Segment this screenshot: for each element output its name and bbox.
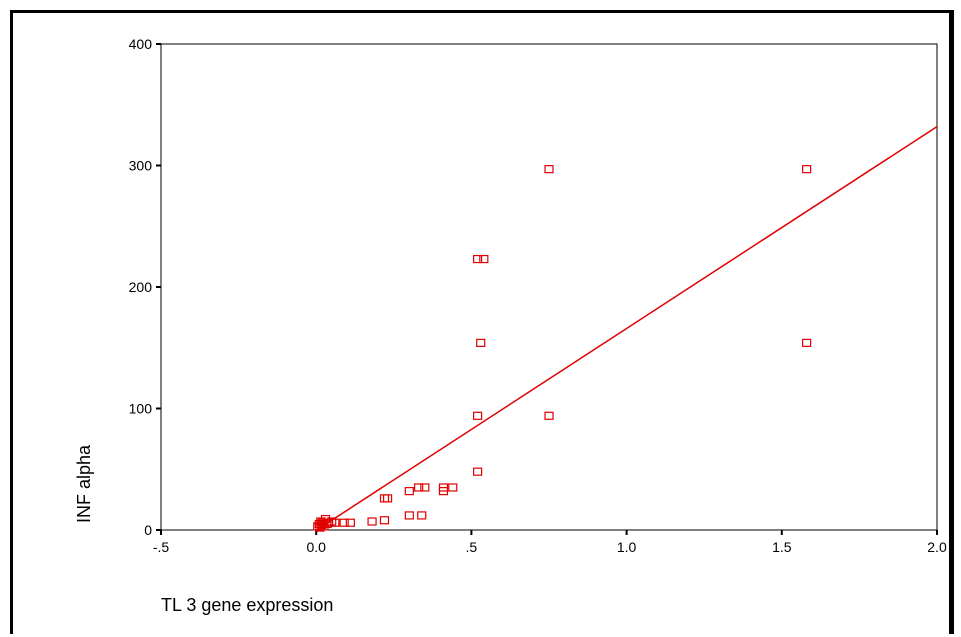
y-tick-label: 200 <box>129 279 153 295</box>
plot-area <box>160 43 938 531</box>
scatter-point <box>414 483 424 492</box>
scatter-point <box>473 254 483 264</box>
scatter-point <box>345 518 355 527</box>
x-tick-label: .5 <box>466 539 478 555</box>
scatter-point <box>339 518 349 527</box>
y-tick-label: 0 <box>144 522 152 538</box>
scatter-point <box>417 511 427 520</box>
scatter-point <box>379 516 390 525</box>
scatter-point <box>802 338 812 347</box>
scatter-point <box>379 494 390 503</box>
scatter-point <box>330 518 340 527</box>
data-points <box>313 165 812 532</box>
scatter-point <box>479 254 489 264</box>
x-axis-label: TL 3 gene expression <box>161 595 333 615</box>
x-axis: -.5 0.0 .5 1.0 1.5 2.0 <box>153 530 947 555</box>
x-tick-label: 0.0 <box>306 539 326 555</box>
scatter-point <box>438 483 449 492</box>
scatter-point <box>802 165 812 174</box>
x-tick-label: 2.0 <box>927 539 947 555</box>
x-tick-label: 1.0 <box>617 539 637 555</box>
scatter-point <box>404 511 414 520</box>
scatter-point <box>324 518 334 527</box>
scatter-point <box>420 483 430 492</box>
scatter-point <box>367 517 377 526</box>
x-tick-label: 1.5 <box>772 539 792 555</box>
x-tick-label: -.5 <box>153 539 170 555</box>
scatter-point <box>473 411 483 420</box>
y-tick-label: 400 <box>129 36 153 52</box>
scatter-point <box>476 338 486 347</box>
y-axis-label: INF alpha <box>74 444 94 523</box>
scatter-point <box>404 487 414 496</box>
scatter-point <box>473 467 483 476</box>
y-tick-label: 100 <box>129 401 153 417</box>
scatter-point <box>544 165 554 174</box>
y-axis: 0 100 200 300 400 <box>129 36 161 538</box>
scatter-point <box>544 411 554 420</box>
scatter-point <box>382 494 393 503</box>
y-tick-label: 300 <box>129 158 153 174</box>
scatter-point <box>448 483 458 492</box>
regression-line <box>315 125 938 531</box>
scatter-point <box>327 517 337 526</box>
